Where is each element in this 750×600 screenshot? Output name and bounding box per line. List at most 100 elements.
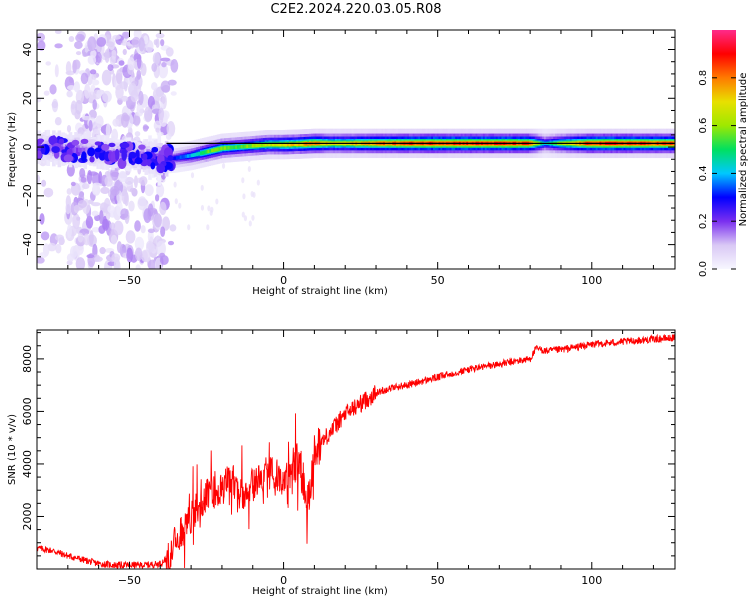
spectrogram-noise-cell xyxy=(151,82,158,91)
spectrogram-ridge-cell xyxy=(194,152,199,157)
spectrogram-ridge-cell xyxy=(218,147,223,151)
spectrogram-noise-cell xyxy=(115,69,123,85)
spectrogram-noise-cell xyxy=(80,72,89,85)
spectrogram-noise-cell xyxy=(81,183,90,190)
spectrogram-blob-cell xyxy=(167,155,174,161)
spectrogram-ridge-cell xyxy=(214,147,219,152)
spectrogram-noise-cell xyxy=(118,170,128,183)
spectrogram-noise-cell xyxy=(136,102,144,117)
spectrogram-blob-cell xyxy=(37,139,43,145)
spectrogram-ridge-cell xyxy=(292,142,297,146)
spectrogram-noise-cell xyxy=(134,236,145,251)
spectrogram-ridge-cell xyxy=(270,142,274,147)
spectrogram-noise-cell xyxy=(90,49,97,58)
spectrogram-blob-cell xyxy=(94,147,102,153)
spectrogram-noise-cell xyxy=(169,224,177,232)
spectrogram-ridge-cell xyxy=(220,146,224,150)
spectrogram-ridge-cell xyxy=(85,147,89,155)
spectrogram-ridge-cell xyxy=(248,144,252,148)
spectrogram-noise-cell xyxy=(100,186,110,195)
colorbar-label: Normalized spectral amplitude xyxy=(738,73,749,227)
spectrogram-ridge-cell xyxy=(175,156,180,160)
spectrogram-noise-cell xyxy=(75,33,85,43)
spectrogram-ridge-cell xyxy=(286,142,291,147)
spectrogram-noise-cell xyxy=(159,201,167,216)
spectrogram-noise-cell xyxy=(166,121,176,137)
spectrogram-ridge-cell xyxy=(181,155,186,159)
spectrogram-ridge-cell xyxy=(264,143,269,147)
spectrogram-ridge-cell xyxy=(233,145,237,149)
snr-xtick-label: 50 xyxy=(431,574,445,587)
spectrogram-ridge-cell xyxy=(70,146,75,153)
spectrogram-noise-cell xyxy=(49,84,57,95)
colorbar-tick-label: 0.2 xyxy=(698,213,709,229)
figure-title: C2E2.2024.220.03.05.R08 xyxy=(270,2,442,17)
spectrogram-ridge-cell xyxy=(164,156,169,162)
spectrogram-noise-cell xyxy=(54,43,63,49)
spectrogram-noise-cell xyxy=(86,169,93,185)
spectrogram-ridge-cell xyxy=(249,144,254,148)
spectrogram-noise-cell xyxy=(111,49,117,60)
spectrogram-noise-cell xyxy=(160,39,165,47)
spectrogram-ridge-cell xyxy=(290,142,295,147)
spectrogram-noise-cell xyxy=(87,36,97,52)
spectrogram-noise-cell xyxy=(91,210,99,217)
snr-ytick-label: 6000 xyxy=(21,397,34,425)
spectrogram-ytick-label: −40 xyxy=(21,233,34,256)
spectrogram-noise-cell xyxy=(43,187,54,198)
spectrogram-noise-cell xyxy=(99,247,106,255)
spectrogram-noise-cell xyxy=(145,242,155,253)
spectrogram-noise-cell xyxy=(113,220,124,236)
spectrogram-noise-cell xyxy=(54,117,62,126)
spectrogram-ridge-cell xyxy=(212,148,217,152)
spectrogram-ridge-cell xyxy=(183,154,187,159)
spectrogram-noise-cell xyxy=(70,181,76,187)
spectrogram-blob-cell xyxy=(80,138,89,145)
snr-ytick-label: 2000 xyxy=(21,502,34,530)
spectrogram-noise-cell xyxy=(92,182,102,187)
spectrogram-ytick-label: 20 xyxy=(21,91,34,105)
snr-panel: −50 0 50 100 2000 4000 6000 8000 Height of strai… xyxy=(7,329,676,597)
spectrogram-ridge-cell xyxy=(174,156,178,160)
spectrogram-xlabel: Height of straight line (km) xyxy=(252,286,388,297)
spectrogram-noise-cell xyxy=(85,215,94,229)
spectrogram-blob-cell xyxy=(119,142,130,149)
spectrogram-noise-cell xyxy=(161,61,167,68)
spectrogram-noise-cell xyxy=(89,230,94,246)
spectrogram-noise-cell xyxy=(37,257,45,264)
spectrogram-noise-cell xyxy=(132,115,141,126)
spectrogram-noise-cell xyxy=(124,176,135,185)
spectrogram-noise-cell xyxy=(54,30,62,35)
spectrogram-noise-cell xyxy=(158,62,169,79)
spectrogram-noise-cell xyxy=(102,218,110,231)
spectrogram-noise-cell xyxy=(65,61,72,75)
spectrogram-noise-cell xyxy=(154,194,160,202)
spectrogram-ridge-cell xyxy=(240,144,245,149)
spectrogram-noise-cell xyxy=(140,249,151,263)
spectrogram-noise-cell xyxy=(136,54,142,69)
spectrogram-ridge-cell xyxy=(266,142,271,147)
spectrogram-ridge-cell xyxy=(251,144,256,148)
spectrogram-noise-cell xyxy=(112,118,120,127)
spectrogram-ridge-cell xyxy=(222,146,226,150)
spectrogram-noise-cell xyxy=(66,223,72,239)
spectrogram-noise-cell xyxy=(153,213,162,228)
spectrogram-ytick-label: −20 xyxy=(21,184,34,207)
spectrogram-noise-cell xyxy=(155,127,160,133)
spectrogram-noise-cell xyxy=(45,61,51,66)
spectrogram-blob-cell xyxy=(63,154,74,163)
spectrogram-noise-cell xyxy=(170,91,177,96)
spectrogram-noise-cell xyxy=(109,222,116,230)
spectrogram-ridge-cell xyxy=(297,142,302,146)
spectrogram-noise-cell xyxy=(167,79,177,86)
spectrogram-noise-cell xyxy=(147,229,154,244)
spectrogram-xtick-label: 0 xyxy=(280,274,287,287)
spectrogram-noise-cell xyxy=(120,41,131,46)
snr-xlabel: Height of straight line (km) xyxy=(252,586,388,597)
spectrogram-noise-cell xyxy=(83,233,91,246)
spectrogram-noise-cell xyxy=(147,228,155,234)
snr-xtick-label: 0 xyxy=(280,574,287,587)
spectrogram-blob-cell xyxy=(51,146,60,154)
spectrogram-noise-cell xyxy=(152,52,161,65)
spectrogram-noise-cell xyxy=(248,220,252,227)
